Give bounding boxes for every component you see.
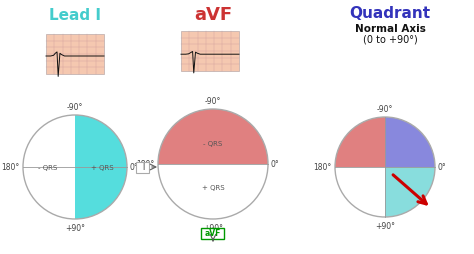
Text: +90°: +90° [375, 221, 395, 230]
Text: I: I [142, 163, 144, 172]
FancyBboxPatch shape [201, 228, 225, 239]
Text: -90°: -90° [67, 103, 83, 112]
Text: Quadrant: Quadrant [349, 6, 430, 21]
Text: Normal Axis: Normal Axis [355, 24, 426, 34]
Text: aVF: aVF [205, 229, 221, 237]
Text: +90°: +90° [65, 223, 85, 232]
Text: + QRS: + QRS [91, 164, 113, 170]
FancyBboxPatch shape [46, 35, 104, 75]
Text: (0 to +90°): (0 to +90°) [363, 35, 418, 45]
Wedge shape [335, 118, 385, 167]
Text: + QRS: + QRS [202, 184, 224, 190]
Text: 180°: 180° [313, 163, 331, 172]
Text: 0°: 0° [130, 163, 139, 172]
Wedge shape [385, 167, 435, 217]
Wedge shape [335, 167, 385, 217]
FancyBboxPatch shape [181, 32, 239, 72]
Text: aVF: aVF [194, 6, 232, 24]
Text: 0°: 0° [271, 160, 280, 169]
Wedge shape [158, 164, 268, 219]
FancyBboxPatch shape [137, 162, 149, 173]
Text: -90°: -90° [377, 105, 393, 114]
Wedge shape [23, 116, 75, 219]
Text: Lead I: Lead I [49, 8, 101, 23]
Text: +90°: +90° [203, 223, 223, 232]
Text: 0°: 0° [438, 163, 447, 172]
Text: -90°: -90° [205, 97, 221, 106]
Text: 180°: 180° [136, 160, 154, 169]
Wedge shape [75, 116, 127, 219]
Text: - QRS: - QRS [203, 140, 223, 147]
Text: 180°: 180° [1, 163, 19, 172]
Wedge shape [158, 109, 268, 164]
Text: - QRS: - QRS [38, 164, 57, 170]
Wedge shape [385, 118, 435, 167]
